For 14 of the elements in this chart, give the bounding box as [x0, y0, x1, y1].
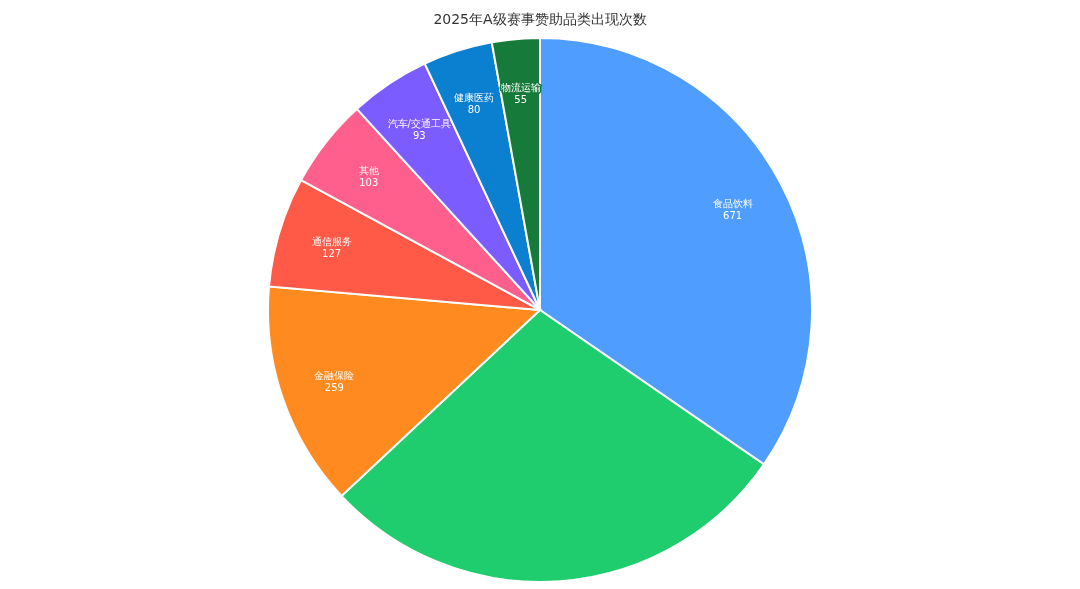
- data-label: 103: [359, 176, 379, 188]
- slice-label: 健康医药: [454, 91, 495, 103]
- slice-label: 汽车/交通工具: [387, 117, 451, 129]
- chart-title: 2025年A级赛事赞助品类出现次数: [433, 11, 647, 27]
- slice-label: 金融保险: [314, 370, 355, 382]
- slice-label: 其他: [358, 164, 379, 176]
- slice-label: 通信服务: [311, 236, 352, 248]
- data-label: 93: [412, 129, 426, 141]
- data-label: 259: [324, 382, 344, 394]
- data-label: 127: [322, 248, 342, 260]
- data-label: 80: [467, 103, 481, 115]
- data-label: 671: [723, 209, 743, 221]
- data-label: 55: [514, 94, 527, 106]
- slice-label: 食品饮料: [712, 197, 753, 209]
